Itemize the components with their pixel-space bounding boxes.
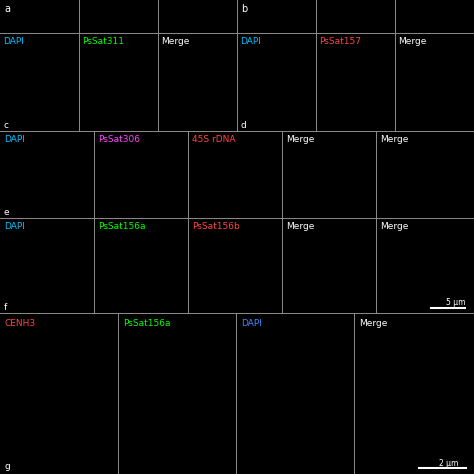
Text: 45S rDNA: 45S rDNA	[192, 135, 235, 144]
Text: PsSat156a: PsSat156a	[98, 222, 145, 231]
Text: DAPI: DAPI	[3, 37, 24, 46]
Text: 2 μm: 2 μm	[439, 459, 458, 467]
Text: Merge: Merge	[286, 222, 314, 231]
Text: PsSat311: PsSat311	[82, 37, 124, 46]
Text: Merge: Merge	[286, 135, 314, 144]
Text: d: d	[240, 121, 246, 130]
Text: e: e	[4, 208, 9, 217]
Text: Merge: Merge	[398, 37, 427, 46]
Text: CENH3: CENH3	[5, 319, 36, 328]
Text: b: b	[241, 4, 247, 14]
Text: a: a	[4, 4, 10, 14]
Text: Merge: Merge	[161, 37, 190, 46]
Text: f: f	[4, 303, 7, 312]
Text: PsSat156a: PsSat156a	[123, 319, 170, 328]
Text: Merge: Merge	[380, 135, 408, 144]
Text: DAPI: DAPI	[4, 135, 25, 144]
Text: g: g	[5, 462, 10, 471]
Text: DAPI: DAPI	[241, 319, 262, 328]
Text: PsSat306: PsSat306	[98, 135, 140, 144]
Text: DAPI: DAPI	[240, 37, 261, 46]
Text: DAPI: DAPI	[4, 222, 25, 231]
Text: Merge: Merge	[380, 222, 408, 231]
Text: PsSat156b: PsSat156b	[192, 222, 239, 231]
Text: 5 μm: 5 μm	[447, 298, 466, 307]
Text: c: c	[3, 121, 8, 130]
Text: Merge: Merge	[359, 319, 387, 328]
Text: PsSat157: PsSat157	[319, 37, 361, 46]
